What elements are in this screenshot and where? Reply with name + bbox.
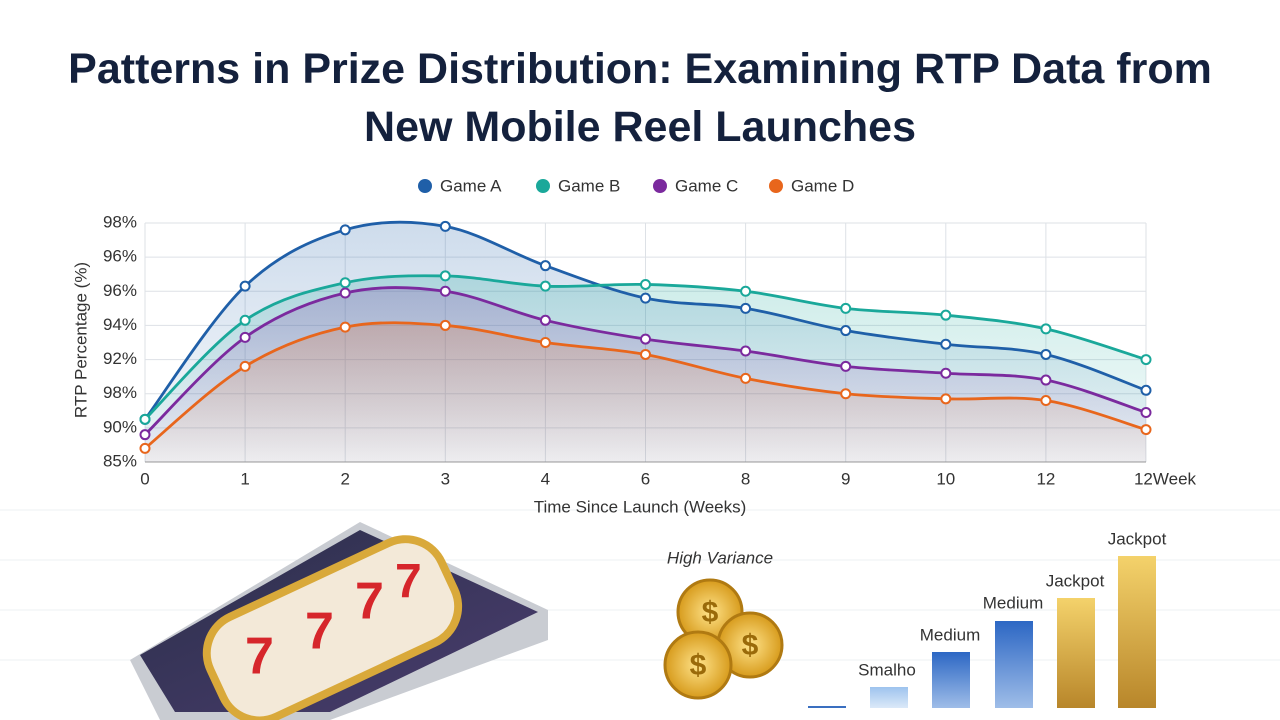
reel-symbol: 7: [395, 556, 422, 609]
data-point: [539, 314, 551, 326]
data-point: [239, 360, 251, 372]
data-point: [239, 280, 251, 292]
x-tick-label: 12: [1036, 469, 1055, 488]
data-point: [539, 280, 551, 292]
data-point: [840, 360, 852, 372]
bar-label: Medium: [983, 593, 1043, 612]
legend-label: Game A: [440, 176, 502, 195]
data-point: [740, 372, 752, 384]
bar-label: Jackpot: [1108, 529, 1167, 548]
data-point: [940, 309, 952, 321]
data-point: [439, 285, 451, 297]
data-point: [640, 348, 651, 360]
x-tick-label: 2: [340, 469, 349, 488]
bar-label: Jackpot: [1046, 571, 1105, 590]
data-point: [439, 270, 451, 282]
bar-label: Smalho: [858, 660, 916, 679]
data-point: [439, 220, 451, 232]
data-point: [339, 224, 351, 236]
legend-marker: [769, 179, 783, 193]
data-point: [940, 367, 952, 379]
y-tick-label: 85%: [103, 451, 137, 470]
y-tick-label: 96%: [103, 247, 137, 266]
data-point: [740, 345, 752, 357]
prize-bars-illustration: [808, 556, 1156, 708]
x-tick-label: 12Week: [1134, 469, 1197, 488]
legend-marker: [418, 179, 432, 193]
data-point: [1040, 323, 1052, 335]
legend-label: Game D: [791, 176, 854, 195]
bar-label: Medium: [920, 625, 980, 644]
reel-symbol: 7: [305, 603, 334, 661]
legend-label: Game B: [558, 176, 620, 195]
data-point: [940, 338, 952, 350]
y-tick-label: 98%: [103, 383, 137, 402]
x-tick-label: 3: [441, 469, 450, 488]
y-tick-label: 98%: [103, 212, 137, 231]
chart-title: Patterns in Prize Distribution: Examinin…: [68, 45, 1212, 151]
y-tick-label: 90%: [103, 417, 137, 436]
coin-symbol: $: [742, 629, 759, 662]
legend-label: Game C: [675, 176, 738, 195]
data-point: [239, 314, 251, 326]
slot-phone-illustration: 7 7 7 7: [130, 522, 548, 720]
y-axis-label: RTP Percentage (%): [71, 262, 90, 418]
x-tick-label: 10: [936, 469, 955, 488]
x-tick-label: 1: [240, 469, 249, 488]
coins-illustration: $ $ $: [663, 578, 784, 700]
caption: High Variance: [667, 548, 773, 567]
data-point: [139, 429, 151, 441]
data-point: [139, 413, 151, 425]
legend-marker: [536, 179, 550, 193]
data-point: [539, 337, 551, 348]
data-point: [339, 287, 351, 299]
coin-symbol: $: [690, 649, 707, 682]
data-point: [740, 302, 752, 314]
data-point: [840, 325, 852, 337]
y-tick-label: 92%: [103, 349, 137, 368]
data-point: [1040, 374, 1052, 386]
data-point: [1140, 424, 1152, 436]
y-tick-label: 94%: [103, 315, 137, 334]
data-point: [740, 285, 752, 297]
x-tick-label: 8: [741, 469, 750, 488]
data-point: [840, 302, 852, 314]
area-fill: [145, 322, 1146, 462]
x-tick-label: 4: [541, 469, 550, 488]
data-point: [239, 331, 251, 343]
x-axis-label: Time Since Launch (Weeks): [534, 497, 747, 516]
coin-symbol: $: [702, 596, 719, 629]
x-tick-label: 9: [841, 469, 850, 488]
data-point: [640, 333, 651, 345]
reel-symbol: 7: [355, 573, 384, 631]
data-point: [1040, 348, 1052, 360]
data-point: [139, 442, 151, 454]
x-tick-label: 6: [641, 469, 650, 488]
reel-symbol: 7: [245, 628, 274, 686]
data-point: [1140, 406, 1152, 418]
legend-marker: [653, 179, 667, 193]
x-tick-label: 0: [140, 469, 149, 488]
y-tick-label: 96%: [103, 281, 137, 300]
data-point: [840, 388, 852, 400]
data-point: [539, 260, 551, 272]
data-point: [439, 319, 451, 331]
data-point: [339, 321, 351, 333]
data-point: [640, 292, 651, 304]
data-point: [940, 393, 952, 405]
data-point: [1140, 384, 1152, 396]
plot-area: 85%90%98%92%94%96%96%98%0 1 2 3 4 6 8 9 10 12 12We…: [103, 212, 1197, 488]
data-point: [1140, 354, 1152, 366]
data-point: [339, 277, 351, 289]
data-point: [640, 278, 651, 290]
data-point: [1040, 395, 1052, 407]
